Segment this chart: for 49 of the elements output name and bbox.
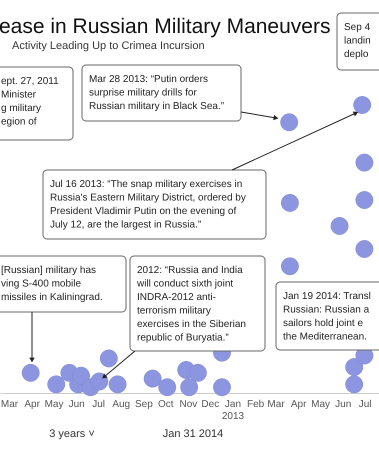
annotation: Mar 28 2013: “Putin orders surprise military drills for Russian military in Black Sea.” (89, 74, 224, 112)
x-tick-label: Apr (290, 399, 308, 410)
x-tick-label: Mar (267, 399, 286, 410)
point (213, 378, 231, 396)
point (72, 366, 90, 385)
x-tick-label: Feb (246, 399, 265, 410)
point (188, 364, 207, 382)
annotation: [Russian] military has ving S-400 mobile missiles in Kaliningrad. (1, 265, 103, 303)
x-tick-label: Jun (68, 399, 85, 410)
x-tick-label: May (311, 399, 330, 410)
chart-subtitle: Activity Leading Up to Crimea Incursion (12, 40, 205, 52)
x-tick-label: Oct (158, 399, 174, 410)
x-tick-label: Sep (134, 399, 154, 410)
x-tick-label: Jan 2013 (222, 399, 245, 422)
annotation: ept. 27, 2011 Minister g military egion of (1, 76, 60, 128)
point (158, 378, 176, 396)
x-tick-label: Jul (92, 399, 105, 410)
point (144, 370, 162, 388)
point (355, 154, 374, 172)
point (280, 113, 298, 132)
text: 3 years ˅ (49, 428, 95, 440)
x-tick-label: Jul (358, 399, 372, 410)
point (355, 240, 374, 258)
point (345, 375, 364, 394)
point (353, 96, 372, 114)
point (22, 364, 40, 382)
x-tick-label: Dec (201, 399, 220, 410)
annotation: Jul 16 2013: “The snap military exercises in Russia's Eastern Military District, ordered by President Vladimir Putin on the evening of July 12, are the largest in Russia.” (50, 179, 246, 230)
point (330, 217, 348, 235)
point (47, 375, 66, 394)
point (281, 257, 299, 276)
x-tick-label: Apr (24, 399, 41, 410)
point (281, 194, 299, 212)
point (345, 358, 364, 376)
point (90, 372, 108, 390)
annotation: Jan 19 2014: Transl Russian: Russian a sailors hold joint e the Mediterranean. (283, 291, 371, 342)
x-tick-label: Jun (335, 399, 352, 410)
text: Sep 4 landin deplo (344, 22, 371, 60)
chart-title: ease in Russian Military Maneuvers (0, 15, 330, 38)
point (180, 378, 198, 396)
x-tick-label: Mar (0, 399, 19, 410)
text: Jan 31 2014 (162, 428, 224, 440)
x-tick-label: May (44, 399, 64, 410)
point (355, 191, 374, 209)
annotation: 2012: “Russia and India will conduct sixth joint INDRA-2012 anti- terrorism military exercises in the Siberian republic of Buryatia.” (136, 265, 246, 344)
x-tick-label: Nov (180, 399, 198, 410)
x-tick-label: Aug (112, 399, 130, 410)
point (100, 350, 118, 368)
point (108, 375, 126, 394)
